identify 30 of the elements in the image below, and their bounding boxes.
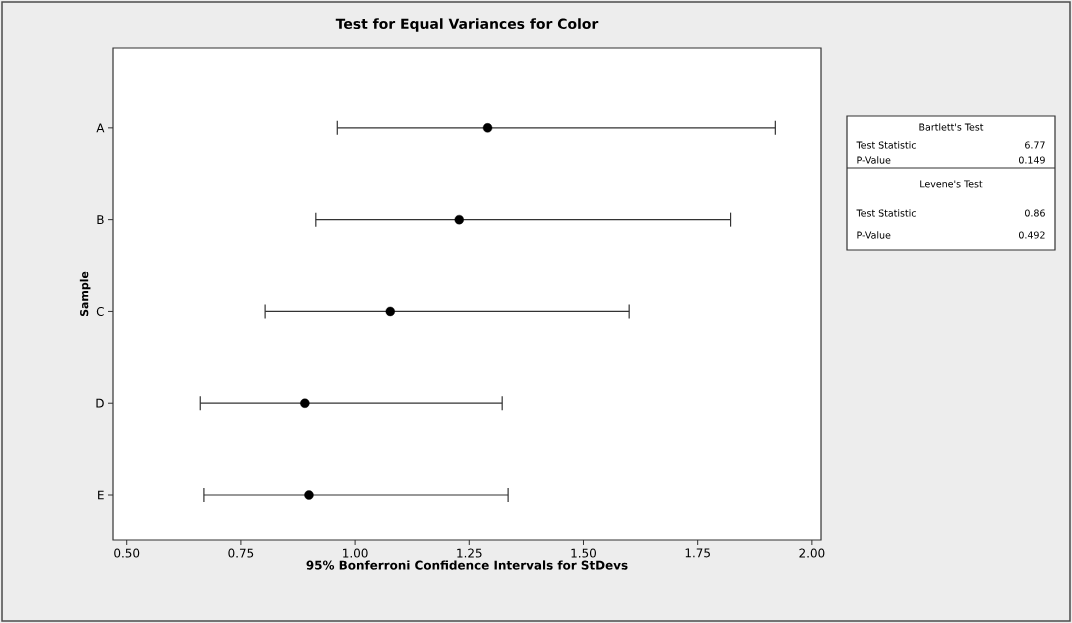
x-tick-label: 0.75: [228, 548, 254, 558]
y-tick-label: A: [96, 123, 105, 133]
x-tick-label: 1.50: [571, 548, 596, 558]
y-axis-title: Sample: [79, 271, 91, 317]
y-tick-label: B: [97, 215, 104, 224]
x-axis-title: 95% Bonferroni Confidence Intervals for StDevs: [306, 560, 628, 570]
x-tick-label: 2.00: [799, 548, 825, 558]
text: 0.492: [1019, 231, 1045, 239]
text: 0.149: [1019, 156, 1045, 164]
text: Levene's Test: [920, 180, 983, 188]
text: 6.77: [1025, 141, 1045, 149]
y-tick-label: E: [98, 490, 104, 500]
text: P-Value: [857, 156, 891, 164]
y-tick-label: D: [96, 398, 104, 408]
x-tick-label: 0.50: [114, 548, 140, 558]
text: P-Value: [857, 231, 891, 239]
text: Bartlett's Test: [919, 123, 984, 131]
point: [304, 490, 314, 500]
y-tick-label: C: [96, 306, 104, 316]
x-tick-label: 1.00: [343, 548, 368, 558]
text: 0.86: [1025, 209, 1045, 217]
point: [454, 214, 464, 225]
point: [385, 306, 395, 317]
x-tick-label: 1.25: [457, 548, 482, 558]
text: Test Statistic: [856, 209, 916, 217]
x-tick-label: 1.75: [685, 548, 710, 558]
chart-title: Test for Equal Variances for Color: [335, 18, 599, 32]
text: Test Statistic: [856, 141, 916, 149]
point: [482, 123, 493, 133]
point: [300, 398, 310, 408]
